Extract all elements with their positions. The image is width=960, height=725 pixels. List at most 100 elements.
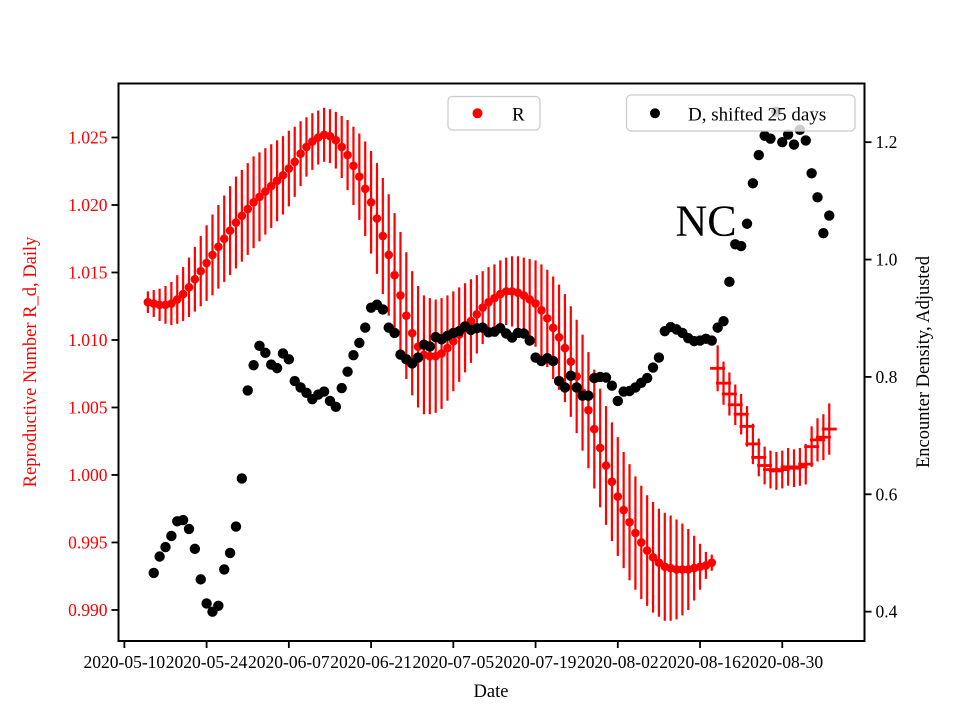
r-marker [337, 142, 347, 152]
y-left-tick-label: 1.015 [68, 262, 108, 282]
y-left-tick-label: 1.000 [68, 465, 108, 485]
r-marker [237, 211, 247, 221]
d-marker [166, 530, 177, 542]
r-marker [355, 172, 364, 181]
d-marker [724, 276, 735, 288]
d-marker [283, 354, 295, 365]
d-marker [224, 547, 236, 559]
y-right-tick-label: 0.8 [876, 367, 898, 387]
r-marker [343, 150, 352, 160]
d-marker [183, 523, 195, 535]
r-marker [243, 204, 253, 214]
r-marker [255, 192, 264, 202]
d-marker [718, 315, 729, 327]
d-marker [706, 335, 717, 346]
r-marker [425, 351, 435, 361]
d-marker [806, 168, 817, 179]
d-marker [565, 370, 576, 381]
d-marker [612, 395, 623, 407]
y-left-tick-label: 1.025 [68, 127, 108, 147]
y-right-tick-label: 0.4 [876, 602, 898, 622]
d-marker [800, 135, 811, 146]
r-marker [349, 161, 358, 171]
d-marker [518, 328, 530, 339]
r-marker [554, 332, 564, 342]
r-marker [225, 226, 235, 235]
d-marker [271, 362, 283, 374]
x-tick-label: 2020-06-21 [330, 652, 412, 672]
d-marker [360, 322, 371, 333]
r-marker [402, 311, 411, 320]
plot-area: 2020-05-10 2020-05-24 2020-06-07 2020-06-21… [68, 82, 898, 672]
r-marker [472, 310, 482, 319]
d-marker [177, 514, 189, 526]
d-marker [424, 341, 436, 352]
r-marker [155, 300, 164, 310]
x-axis-title: Date [474, 682, 509, 702]
d-marker [812, 192, 823, 203]
d-marker [330, 401, 342, 413]
r-marker [648, 553, 658, 562]
d-marker [189, 543, 201, 555]
r-marker [566, 357, 576, 366]
r-marker [678, 565, 687, 574]
d-marker [583, 390, 594, 401]
r-marker [437, 349, 446, 358]
d-marker [248, 359, 259, 371]
legend-d-marker-icon [650, 108, 660, 119]
r-marker [360, 184, 370, 194]
x-tick-label: 2020-05-10 [84, 652, 166, 672]
r-marker [396, 291, 405, 300]
y-right-tick-label: 1.0 [876, 250, 898, 270]
x-tick-label: 2020-06-07 [248, 652, 330, 672]
r-marker [184, 283, 194, 292]
legend-d-box [625, 94, 856, 132]
x-tick-label: 2020-05-24 [166, 652, 248, 672]
r-marker [642, 546, 652, 555]
r-marker [296, 149, 305, 158]
r-marker [560, 343, 570, 353]
y-left-tick-label: 0.990 [68, 600, 108, 620]
r-marker [531, 299, 540, 308]
x-tick-label: 2020-08-16 [659, 652, 741, 672]
r-marker [331, 135, 341, 145]
r-marker [636, 538, 646, 547]
d-marker [260, 347, 271, 359]
r-marker [302, 142, 311, 152]
r-marker [172, 295, 182, 304]
d-marker [195, 574, 206, 585]
d-marker [547, 355, 559, 367]
r-marker [607, 477, 617, 487]
y-left-tick-label: 0.995 [68, 532, 108, 552]
d-marker [600, 372, 612, 383]
legend-r-label: R [512, 105, 525, 126]
r-marker [548, 323, 558, 333]
r-marker [625, 517, 634, 527]
y-right-tick-label: 1.2 [876, 132, 898, 152]
y-axis-left-title: Reproductive Number R_d, Daily [21, 236, 41, 487]
d-marker [782, 129, 794, 140]
r-marker [261, 187, 270, 196]
d-marker [160, 541, 171, 553]
d-marker [354, 337, 365, 349]
d-marker [201, 598, 212, 609]
d-marker [735, 240, 747, 252]
d-marker [389, 327, 400, 339]
d-marker [154, 551, 165, 562]
r-marker [290, 157, 300, 167]
d-marker [213, 600, 224, 611]
legend-r-marker-icon [472, 108, 483, 119]
r-marker [249, 197, 258, 207]
y-axis-right-title: Encounter Density, Adjusted [914, 255, 934, 468]
d-marker [777, 136, 788, 148]
d-marker [342, 366, 353, 377]
d-marker [242, 385, 253, 396]
legend-r-box [447, 95, 541, 131]
d-marker [559, 382, 571, 393]
y-left-tick-label: 1.005 [68, 397, 108, 417]
d-marker [348, 350, 359, 361]
r-marker [443, 343, 452, 353]
r-marker [366, 197, 376, 207]
r-marker [478, 303, 487, 312]
